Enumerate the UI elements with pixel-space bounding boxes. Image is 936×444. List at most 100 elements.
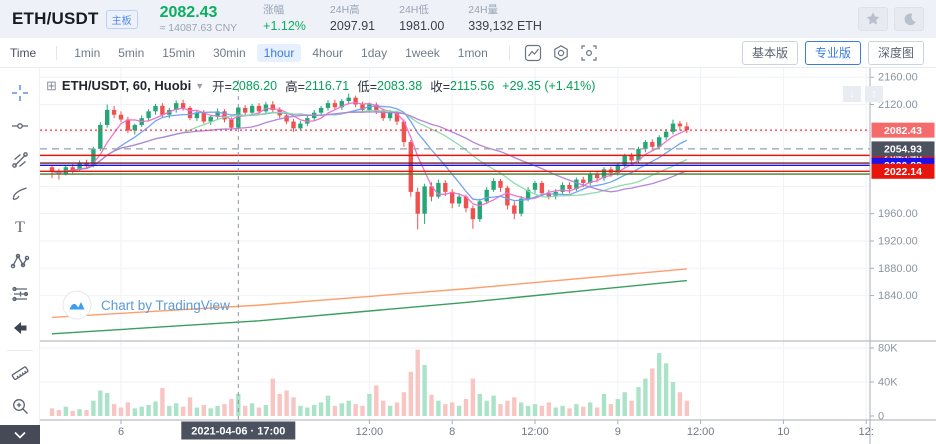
kline-style-button[interactable] <box>520 42 546 64</box>
candle <box>650 142 655 147</box>
volume-bar <box>367 393 372 416</box>
interval-15min[interactable]: 15min <box>162 45 195 60</box>
volume-bar <box>525 405 531 416</box>
crosshair-tool[interactable] <box>5 78 35 108</box>
text-tool[interactable]: T <box>5 212 35 242</box>
stat-label: 24H量 <box>468 4 499 17</box>
volume-bar <box>643 378 648 416</box>
close-label: 收= <box>430 80 451 94</box>
volume-bar <box>512 397 517 416</box>
price-cny: ≈ 14087.63 CNY <box>159 22 238 35</box>
candle <box>422 186 427 214</box>
tradingview-logo-icon <box>62 290 92 320</box>
favorite-button[interactable] <box>858 7 888 31</box>
interval-1day[interactable]: 1day <box>361 45 388 60</box>
volume-bar <box>91 400 96 416</box>
change-value: +29.35 (+1.41%) <box>502 78 596 93</box>
candle <box>429 186 434 197</box>
volume-bar <box>98 390 103 416</box>
candle <box>91 148 96 166</box>
candle <box>353 97 358 105</box>
pattern-tool[interactable] <box>5 246 35 276</box>
candle <box>491 180 496 190</box>
svg-text:0: 0 <box>878 411 884 423</box>
legend-title[interactable]: ETH/USDT, 60, Huobi <box>61 78 192 93</box>
undo-arrow-tool[interactable] <box>5 313 35 343</box>
price-badge <box>871 163 935 179</box>
volume-bar <box>394 402 400 416</box>
volume-bar <box>332 405 338 416</box>
dark-mode-button[interactable] <box>894 7 924 31</box>
volume-bar <box>581 406 586 416</box>
svg-text:2120.00: 2120.00 <box>878 99 918 111</box>
candle <box>105 109 110 125</box>
svg-text:1880.00: 1880.00 <box>878 263 918 275</box>
volume-bar <box>608 404 614 416</box>
view-button-深度图[interactable]: 深度图 <box>867 40 924 65</box>
chart-toolbar: Time 1min 5min 15min 30min 1hour 4hour 1day 1we… <box>0 38 936 68</box>
chevron-down-icon[interactable]: ▼ <box>195 80 205 91</box>
svg-text:1960.00: 1960.00 <box>878 208 918 220</box>
volume-bar <box>429 394 434 416</box>
candle <box>298 123 303 129</box>
compare-icon[interactable]: ⊞ <box>46 77 57 93</box>
interval-1mon[interactable]: 1mon <box>457 45 488 60</box>
volume-bar <box>236 393 241 416</box>
dark-mode-moon-icon <box>904 12 916 25</box>
interval-1week[interactable]: 1week <box>405 45 440 60</box>
candle <box>111 109 117 115</box>
scale-reset-button[interactable]: ↕ <box>865 86 883 102</box>
indicator-settings-button[interactable] <box>548 42 574 64</box>
candle <box>98 124 103 149</box>
candle <box>408 142 413 192</box>
volume-bar <box>153 401 158 416</box>
drawing-toolbar: T <box>0 68 40 425</box>
volume-bar <box>298 405 303 416</box>
fib-retracement-tool[interactable] <box>5 280 35 310</box>
candle <box>470 208 476 220</box>
volume-bar <box>588 402 593 416</box>
interval-1hour[interactable]: 1hour <box>256 43 302 62</box>
toolbar-divider <box>508 45 510 60</box>
candlestick-chart[interactable]: 2160.00 2120.00 1960.00 1920.00 1880.00 1840.… <box>0 68 936 444</box>
volume-bar <box>477 393 482 416</box>
volume-bar <box>77 409 82 416</box>
volume-bar <box>415 349 420 416</box>
crosshair-time-badge <box>181 421 296 440</box>
screenshot-button[interactable] <box>576 42 602 64</box>
stat-value: +1.12% <box>263 18 306 33</box>
interval-5min[interactable]: 5min <box>118 45 145 60</box>
candle <box>436 182 441 197</box>
volume-bar <box>491 395 496 416</box>
collapse-toolbar-button[interactable] <box>0 425 40 444</box>
trendline-tool[interactable] <box>5 112 35 142</box>
low-value: 2083.38 <box>377 78 423 93</box>
tradingview-watermark[interactable]: Chart by TradingView <box>62 290 230 320</box>
interval-1min[interactable]: 1min <box>74 45 101 60</box>
pattern-tool-icon <box>10 253 29 269</box>
scale-down-button[interactable]: ↓ <box>843 86 861 102</box>
volume-bar <box>443 404 448 416</box>
volume-bar <box>615 399 620 416</box>
view-button-专业版[interactable]: 专业版 <box>804 40 861 65</box>
view-button-基本版[interactable]: 基本版 <box>741 40 798 65</box>
candle <box>84 162 89 166</box>
gann-tool[interactable] <box>5 145 35 175</box>
volume-bar <box>201 404 206 416</box>
ma-line-slowest <box>51 111 688 193</box>
time-label: Time <box>10 45 37 60</box>
brush-tool[interactable] <box>5 179 35 209</box>
volume-bar <box>650 368 655 416</box>
candle <box>229 119 234 128</box>
svg-text:10: 10 <box>777 426 789 438</box>
interval-30min[interactable]: 30min <box>212 45 246 60</box>
chevron-down-icon <box>14 431 26 439</box>
volume-bar <box>546 402 551 416</box>
zoom-in-tool[interactable] <box>5 391 35 421</box>
candle <box>208 116 213 122</box>
ruler-tool[interactable] <box>5 358 35 388</box>
svg-text:12:: 12: <box>859 426 874 438</box>
interval-4hour[interactable]: 4hour <box>312 45 344 60</box>
header-stat: 涨幅 +1.12% <box>263 3 306 34</box>
volume-bar <box>574 404 579 416</box>
